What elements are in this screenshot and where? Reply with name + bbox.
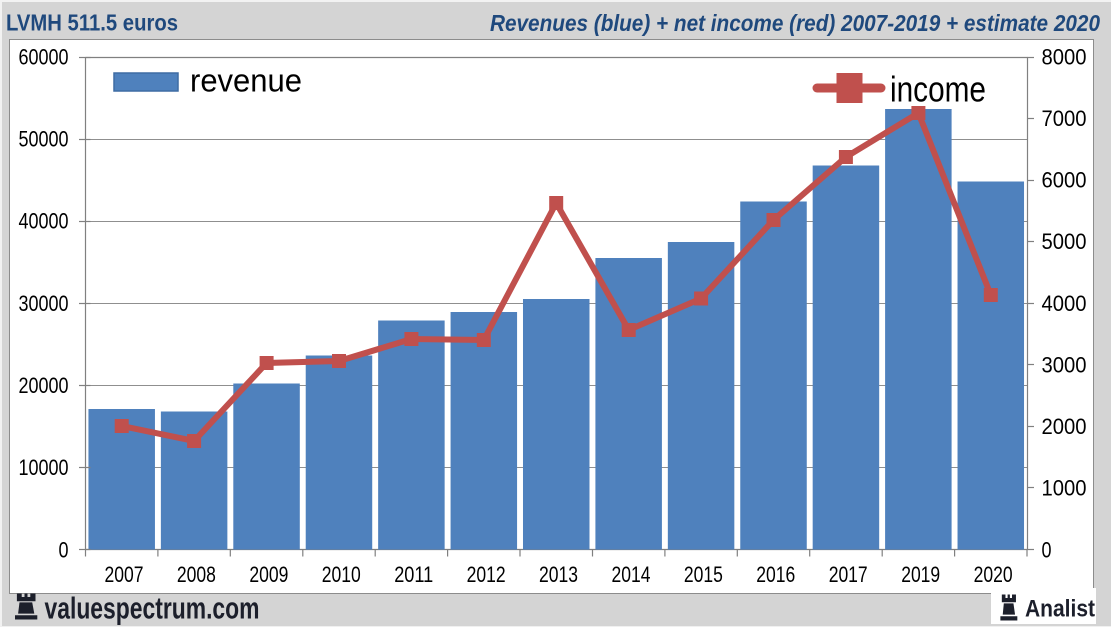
svg-text:60000: 60000 — [19, 45, 69, 70]
svg-text:Analist: Analist — [1025, 596, 1095, 623]
svg-text:income: income — [890, 69, 986, 110]
svg-text:2000: 2000 — [1042, 414, 1087, 439]
svg-text:30000: 30000 — [19, 291, 69, 316]
svg-text:2007: 2007 — [105, 562, 144, 587]
svg-text:valuespectrum.com: valuespectrum.com — [45, 591, 260, 626]
svg-text:20000: 20000 — [19, 373, 69, 398]
svg-text:8000: 8000 — [1042, 45, 1087, 70]
svg-text:50000: 50000 — [19, 127, 69, 152]
svg-text:0: 0 — [1042, 538, 1052, 563]
svg-text:40000: 40000 — [19, 209, 69, 234]
svg-text:2019: 2019 — [901, 562, 940, 587]
svg-text:2011: 2011 — [394, 562, 433, 587]
svg-text:LVMH 511.5 euros: LVMH 511.5 euros — [6, 10, 178, 36]
svg-text:Revenues (blue) + net income (: Revenues (blue) + net income (red) 2007-… — [490, 10, 1100, 36]
svg-text:6000: 6000 — [1042, 168, 1087, 193]
svg-text:2014: 2014 — [612, 562, 651, 587]
svg-text:2013: 2013 — [539, 562, 578, 587]
svg-text:2010: 2010 — [322, 562, 361, 587]
svg-text:4000: 4000 — [1042, 291, 1087, 316]
svg-text:2017: 2017 — [829, 562, 868, 587]
svg-text:2016: 2016 — [756, 562, 795, 587]
svg-text:2008: 2008 — [177, 562, 216, 587]
svg-text:3000: 3000 — [1042, 352, 1087, 377]
svg-text:5000: 5000 — [1042, 229, 1087, 254]
svg-text:2020: 2020 — [974, 562, 1013, 587]
svg-text:2015: 2015 — [684, 562, 723, 587]
svg-text:1000: 1000 — [1042, 475, 1087, 500]
svg-text:10000: 10000 — [19, 455, 69, 480]
svg-text:7000: 7000 — [1042, 106, 1087, 131]
svg-text:2009: 2009 — [249, 562, 288, 587]
svg-text:2012: 2012 — [467, 562, 506, 587]
svg-text:0: 0 — [59, 538, 69, 563]
svg-text:revenue: revenue — [190, 63, 302, 99]
